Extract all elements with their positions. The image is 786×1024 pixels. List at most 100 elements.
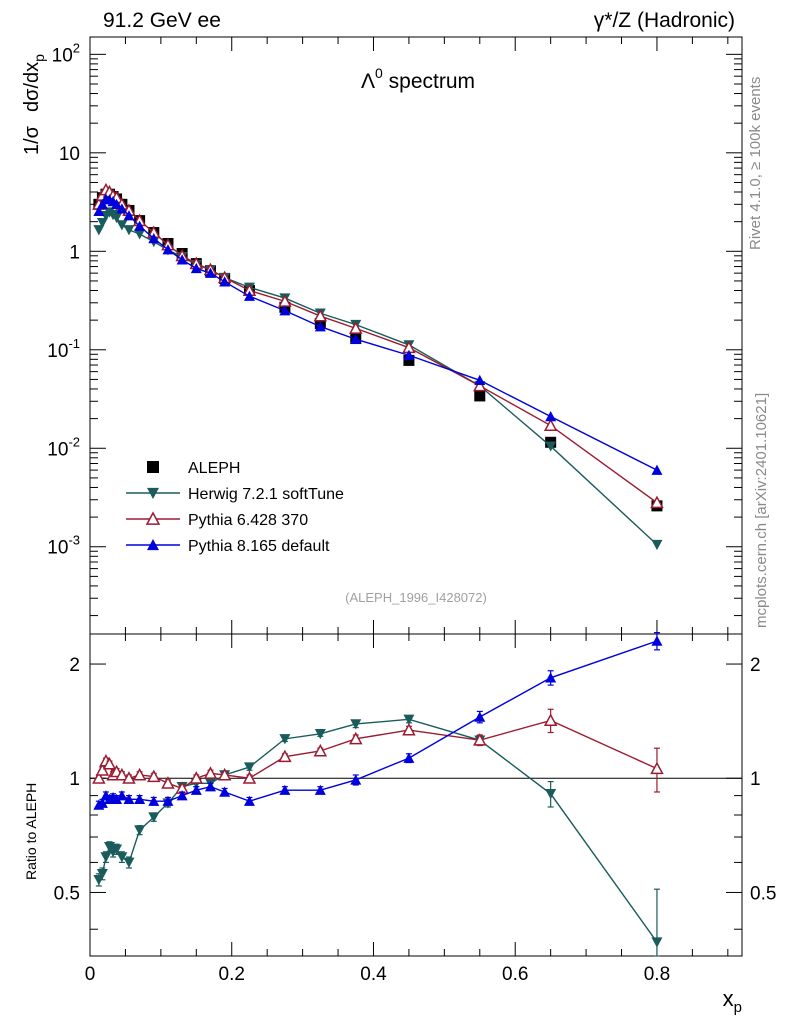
ratio-data-point: [243, 762, 255, 773]
main-y-tick-label: 10-2: [47, 434, 80, 460]
ratio-y-tick-label-right: 1: [750, 769, 761, 790]
legend-label: ALEPH: [188, 460, 240, 477]
ratio-data-point: [242, 771, 257, 784]
ratio-series-group: [92, 632, 664, 957]
ratio-plot-frame: [89, 633, 743, 957]
series-line: [98, 198, 658, 471]
data-point: [474, 374, 486, 386]
ratio-data-point: [148, 795, 160, 806]
legend-marker: [147, 461, 159, 473]
main-y-tick-label: 1: [69, 242, 80, 263]
mcplots-label: mcplots.cern.ch [arXiv:2401.10621]: [753, 393, 770, 628]
data-point: [545, 411, 557, 422]
data-point: [545, 441, 557, 452]
ratio-data-point: [134, 825, 146, 836]
legend-entry: Pythia 6.428 370: [126, 511, 308, 529]
ratio-series-herwig-7-2-1-softtune: [93, 714, 663, 957]
ratio-y-tick-label: 0.5: [54, 883, 80, 904]
data-point: [651, 464, 663, 475]
ratio-data-point: [314, 729, 326, 740]
ratio-data-point: [161, 776, 175, 789]
ratio-data-point: [92, 771, 106, 784]
data-point: [651, 539, 663, 551]
ratio-data-point: [100, 852, 112, 863]
data-point: [123, 225, 135, 236]
ratio-data-point: [96, 797, 108, 808]
data-point: [116, 203, 128, 214]
ratio-data-point: [203, 766, 218, 779]
ratio-series-pythia-6-428-370: [92, 708, 664, 794]
legend-label: Herwig 7.2.1 softTune: [188, 486, 344, 503]
data-point: [314, 321, 326, 332]
ratio-data-point: [403, 752, 415, 763]
x-tick-label: 0.4: [360, 964, 387, 985]
ratio-axes: [89, 634, 742, 956]
ratio-data-point: [189, 771, 204, 784]
data-point: [279, 305, 291, 316]
ratio-data-point: [111, 793, 123, 805]
ratio-data-point: [116, 852, 128, 863]
header-energy-label: 91.2 GeV ee: [103, 9, 221, 32]
legend-label: Pythia 8.165 default: [188, 538, 330, 555]
ratio-data-point: [543, 713, 558, 726]
data-point: [190, 262, 202, 274]
data-point: [243, 290, 255, 301]
data-point: [219, 276, 231, 287]
main-y-tick-label: 10-1: [47, 336, 80, 362]
ratio-data-point: [243, 795, 255, 806]
ratio-y-tick-label: 1: [69, 769, 80, 790]
ratio-data-point: [115, 767, 129, 781]
data-point: [111, 198, 123, 210]
ratio-y-tick-label-right: 2: [750, 655, 761, 676]
ratio-data-point: [279, 784, 291, 795]
analysis-id-watermark: (ALEPH_1996_I428072): [345, 590, 487, 605]
ratio-y-tick-label: 2: [69, 655, 80, 676]
ratio-data-point: [314, 784, 326, 795]
data-point: [473, 378, 487, 392]
ratio-data-point: [204, 781, 216, 792]
ratio-data-point: [123, 857, 135, 868]
ratio-data-point: [111, 844, 123, 855]
ratio-data-point: [278, 749, 292, 763]
data-point: [403, 349, 415, 360]
data-point: [148, 232, 160, 244]
ratio-y-tick-label-right: 0.5: [750, 883, 776, 904]
ratio-tick-labels: 0.5 0.5 1 1 2 2 0 0.2 0.4 0.6 0.8: [54, 655, 777, 985]
main-y-axis: [89, 37, 742, 634]
main-series-group: [92, 182, 664, 551]
ratio-data-point: [102, 756, 117, 770]
ratio-data-point: [217, 767, 232, 781]
ratio-plot-panel: 0.5 0.5 1 1 2 2 0 0.2 0.4 0.6 0.8 Ratio to ALEPH x…: [23, 632, 777, 1016]
legend-entry: Pythia 8.165 default: [126, 538, 330, 555]
data-point: [350, 333, 362, 344]
x-tick-label: 0.8: [644, 964, 670, 985]
rivet-version-label: Rivet 4.1.0, ≥ 100k events: [747, 77, 764, 250]
ratio-data-point: [279, 734, 291, 745]
series-pythia-8-165-default: [93, 193, 663, 475]
ratio-data-point: [650, 761, 664, 775]
ratio-data-point: [313, 743, 328, 757]
main-y-tick-label: 10-3: [47, 533, 80, 559]
ratio-y-axis-title: Ratio to ALEPH: [23, 783, 39, 880]
ratio-series-line: [98, 640, 658, 806]
legend-marker: [147, 487, 159, 499]
data-point: [134, 229, 146, 240]
ratio-data-point: [473, 733, 487, 746]
legend-entry: Herwig 7.2.1 softTune: [126, 486, 344, 503]
main-plot-panel: 10-3 10-2 10-1 1 10 102 1/σdσ/dxp Λ0 spectrum…: [21, 36, 743, 635]
ratio-data-point: [176, 790, 188, 801]
ratio-data-point: [402, 722, 416, 736]
data-point: [204, 267, 216, 278]
data-point: [403, 354, 415, 366]
ratio-data-point: [134, 793, 146, 805]
main-chart-title: Λ0 spectrum: [361, 65, 475, 93]
legend-marker: [145, 511, 161, 525]
data-point: [93, 205, 105, 216]
ratio-data-point: [651, 937, 663, 948]
ratio-data-point: [132, 767, 147, 781]
ratio-data-point: [545, 672, 557, 683]
series-aleph: [93, 188, 663, 512]
x-tick-label: 0.6: [502, 964, 528, 985]
legend: ALEPH Herwig 7.2.1 softTune Pythia 6.428 3…: [126, 460, 344, 555]
